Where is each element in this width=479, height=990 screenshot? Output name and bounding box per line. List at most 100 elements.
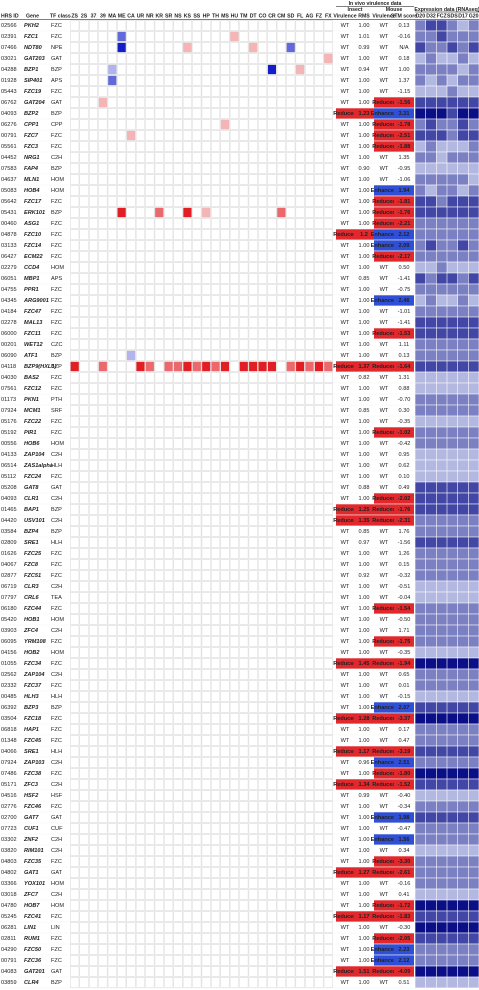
heat-cell <box>173 86 183 97</box>
table-row: 04452 NRG1 C2H WT 1.00 WT 1.35 <box>0 152 479 164</box>
expr-cell <box>457 658 469 669</box>
heat-cell <box>145 966 155 977</box>
condition-label: ME <box>118 13 126 19</box>
heat-cell <box>145 295 155 306</box>
heat-cell <box>239 801 249 812</box>
heat-cell <box>314 97 324 108</box>
heat-cell <box>295 790 305 801</box>
expr-cell <box>425 592 437 603</box>
heat-cell <box>286 691 296 702</box>
heat-cell <box>145 174 155 185</box>
heat-cell <box>314 328 324 339</box>
heat-cell <box>304 977 315 988</box>
expr-cell <box>447 526 458 537</box>
table-row: 05112 FZC24 FZC WT 1.00 WT 0.10 <box>0 471 479 483</box>
heat-cell <box>201 482 211 493</box>
heat-cell <box>79 581 89 592</box>
virulence-value: 1.45 <box>359 661 370 667</box>
table-row: 04755 PPR1 FZC WT 1.00 WT -0.75 <box>0 284 479 296</box>
status-cell <box>374 636 394 647</box>
heat-cell <box>107 977 117 988</box>
table-row: 06427 ECM22 FZC WT 1.00 Reduced -2.17 <box>0 251 479 263</box>
heat-cell <box>314 339 324 350</box>
heat-cell <box>314 603 324 614</box>
heat-cell <box>126 493 136 504</box>
heat-cell <box>107 647 117 658</box>
heat-cell <box>323 537 333 548</box>
status-cell <box>394 603 414 614</box>
heat-cell <box>229 108 239 119</box>
heat-cell <box>229 735 239 746</box>
heat-cell <box>145 20 155 31</box>
status-cell <box>394 251 414 262</box>
heat-cell <box>126 889 136 900</box>
tf-class: C2H <box>51 848 62 854</box>
heat-cell <box>211 438 221 449</box>
heat-cell <box>173 966 183 977</box>
heat-cell <box>229 119 239 130</box>
heat-cell <box>107 119 117 130</box>
heat-cell <box>304 31 315 42</box>
heat-cell <box>258 339 268 350</box>
heat-cell <box>201 570 211 581</box>
status-cell <box>394 515 414 526</box>
heat-cell <box>314 801 324 812</box>
virulence-value: Reduced <box>372 364 396 370</box>
heat-cell <box>286 625 296 636</box>
heat-cell <box>239 702 249 713</box>
virulence-value: 0.99 <box>359 45 370 51</box>
expr-cell <box>468 405 479 416</box>
heat-cell <box>145 119 155 130</box>
col-header: STM score <box>391 13 417 19</box>
heat-cell <box>220 64 230 75</box>
heat-cell <box>239 64 249 75</box>
heat-cell <box>145 306 155 317</box>
expr-cell <box>436 163 447 174</box>
heat-cell <box>117 339 127 350</box>
gene-name: ATF1 <box>23 353 38 359</box>
heat-cell <box>267 636 277 647</box>
heat-cell <box>220 537 230 548</box>
table-row: 06276 CPP1 CPP WT 1.00 Reduced -1.78 <box>0 119 479 131</box>
status-cell <box>374 361 394 372</box>
virulence-value: 1.00 <box>359 243 370 249</box>
heat-cell <box>239 394 249 405</box>
expr-cell <box>468 856 479 867</box>
expr-cell <box>436 405 447 416</box>
expr-cell <box>468 746 479 757</box>
expr-cell <box>457 152 469 163</box>
heat-cell <box>258 779 268 790</box>
tf-class: C2H <box>51 672 62 678</box>
virulence-value: 1.00 <box>359 881 370 887</box>
virulence-value: -0.16 <box>398 34 411 40</box>
heat-cell <box>248 548 258 559</box>
heat-cell <box>145 317 155 328</box>
heat-cell <box>164 427 174 438</box>
virulence-value: 1.00 <box>359 56 370 62</box>
heat-cell <box>267 603 277 614</box>
expr-cell <box>425 31 437 42</box>
expr-cell <box>425 570 437 581</box>
heat-cell <box>107 603 117 614</box>
expr-cell <box>457 339 469 350</box>
hrs-id: 07797 <box>1 595 17 601</box>
status-cell <box>394 713 414 724</box>
heat-cell <box>258 625 268 636</box>
virulence-value: WT <box>341 540 350 546</box>
heat-cell <box>314 405 324 416</box>
heat-cell <box>145 889 155 900</box>
heat-cell <box>164 174 174 185</box>
tf-class: BZP <box>51 705 62 711</box>
status-cell <box>394 119 414 130</box>
expr-cell <box>468 955 479 966</box>
heat-cell <box>220 603 230 614</box>
status-cell <box>394 757 414 768</box>
heat-cell <box>173 944 183 955</box>
heat-cell <box>164 691 174 702</box>
expr-cell <box>436 42 447 53</box>
gene-name: HAP1 <box>24 727 39 733</box>
heat-cell <box>98 878 108 889</box>
heat-cell <box>314 31 324 42</box>
expr-cell <box>425 856 437 867</box>
heat-cell <box>276 97 286 108</box>
